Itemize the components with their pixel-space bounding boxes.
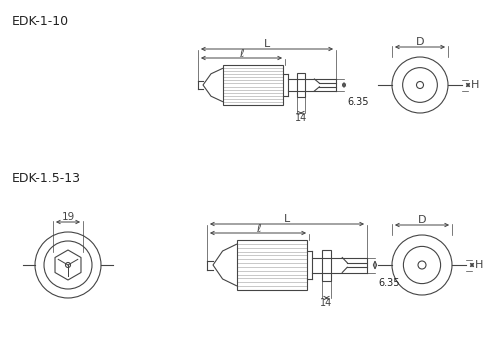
Text: 14: 14: [295, 113, 307, 123]
Text: 6.35: 6.35: [378, 279, 399, 288]
Text: L: L: [284, 214, 290, 224]
Bar: [237, 240, 307, 290]
Text: 6.35: 6.35: [347, 97, 368, 107]
Text: D: D: [416, 37, 424, 47]
Text: ℓ: ℓ: [256, 224, 260, 234]
Text: H: H: [471, 80, 479, 90]
Bar: [322, 250, 331, 280]
Bar: [297, 72, 305, 97]
Text: L: L: [264, 39, 270, 49]
Text: EDK-1.5-13: EDK-1.5-13: [12, 172, 81, 185]
Text: ℓ: ℓ: [239, 49, 244, 59]
Text: H: H: [475, 260, 483, 270]
Text: 19: 19: [61, 212, 74, 222]
Text: 14: 14: [320, 298, 333, 308]
Bar: [223, 65, 283, 105]
Text: EDK-1-10: EDK-1-10: [12, 15, 69, 28]
Text: D: D: [418, 215, 426, 225]
